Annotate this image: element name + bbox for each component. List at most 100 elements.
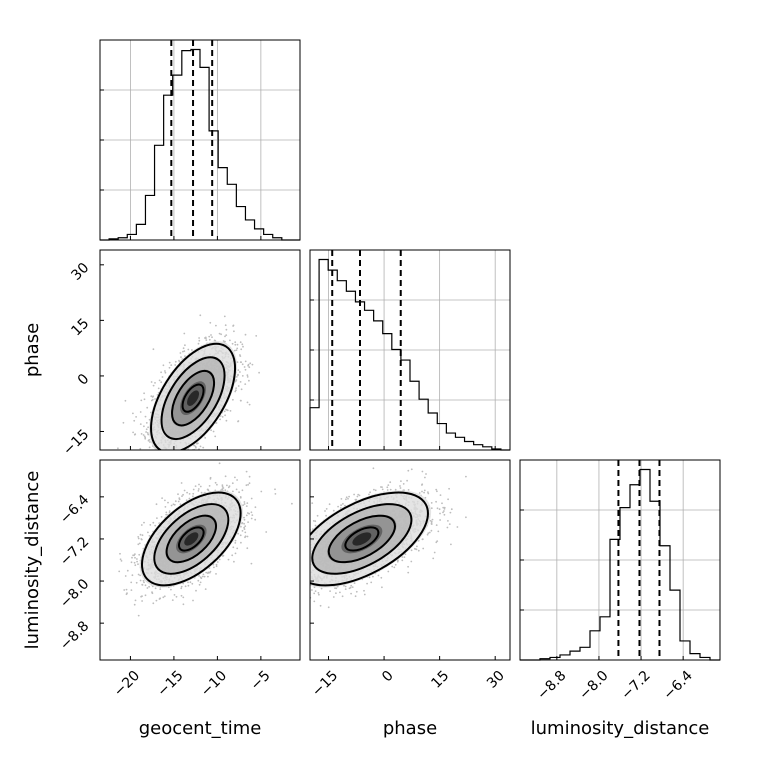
scatter-point [213,339,216,342]
scatter-point [246,535,249,538]
gridlines [100,40,300,240]
scatter-point [142,434,145,436]
scatter-point [235,379,238,381]
scatter-point [219,418,222,421]
scatter-point [183,472,185,474]
scatter-point [198,583,201,586]
scatter-point [240,399,242,402]
scatter-point [244,536,246,539]
scatter-point [244,535,247,538]
scatter-point [152,602,155,605]
scatter-point [222,340,225,342]
scatter-point [240,348,243,351]
scatter-point [152,461,154,463]
scatter-point [192,495,194,498]
scatter-point [209,478,212,480]
scatter-point [239,534,242,537]
scatter-point [130,561,133,564]
scatter-point [225,408,228,411]
scatter-point [210,334,212,336]
scatter-point [165,463,167,465]
scatter-point [239,381,242,383]
scatter-point [247,521,250,523]
scatter-point [197,488,200,490]
scatter-point [221,416,224,418]
scatter-point [133,561,136,564]
joint-panel-geocent_time-luminosity_distance [99,459,301,661]
scatter-point [160,457,162,459]
scatter-point [215,324,217,327]
scatter-point [208,485,211,487]
scatter-point [208,335,211,338]
scatter-point [139,455,141,457]
contour-line [171,369,216,427]
scatter-point [242,345,244,348]
scatter-point [245,514,248,517]
scatter-point [166,461,168,463]
scatter-point [188,462,190,464]
scatter-point [216,561,219,563]
gridlines [310,250,510,450]
scatter-point [180,465,182,467]
scatter-point [144,452,146,454]
scatter-point [207,572,209,575]
scatter-point [201,575,204,578]
scatter-point [143,581,145,584]
scatter-point [208,571,211,574]
scatter-point [218,462,221,465]
scatter-point [231,482,234,485]
scatter-point [237,374,239,377]
scatter-point [131,574,134,577]
scatter-point [126,592,128,595]
scatter-point [184,585,187,588]
scatter-point [191,349,193,351]
scatter-point [232,324,235,327]
scatter-point [155,462,157,464]
scatter-point [154,398,157,400]
scatter-point [209,570,212,573]
scatter-point [244,383,247,385]
scatter-point [168,366,171,369]
scatter-point [130,589,133,591]
scatter-point [218,332,221,335]
panel-contents [118,462,293,617]
scatter-point [233,349,236,352]
scatter-point [150,381,153,383]
scatter-point [234,476,236,479]
scatter-point [180,585,183,588]
scatter-point [137,573,140,576]
scatter-point [246,401,249,404]
scatter-point [149,465,151,467]
scatter-point [137,536,140,538]
histogram-geocent_time [100,48,300,241]
scatter-point [234,539,237,542]
scatter-point [173,594,176,596]
scatter-point [205,337,207,340]
scatter-point [245,484,248,487]
scatter-point [157,387,160,390]
scatter-point [200,491,203,494]
scatter-point [167,479,169,481]
scatter-point [165,513,168,516]
scatter-point [260,490,263,493]
scatter-point [161,376,164,378]
scatter-point [239,355,242,357]
scatter-point [218,558,221,561]
scatter-point [221,484,224,487]
scatter-point [170,364,173,366]
scatter-point [244,368,247,371]
scatter-point [205,454,207,456]
scatter-point [238,491,241,494]
scatter-point [177,493,179,496]
scatter-point [235,376,238,378]
scatter-point [188,497,191,500]
scatter-point [146,406,149,409]
scatter-point [227,486,230,489]
scatter-point [178,359,180,362]
scatter-point [177,500,180,503]
scatter-point [243,528,246,530]
scatter-point [198,337,201,339]
scatter-point [237,369,240,371]
scatter-point [161,461,163,463]
scatter-point [160,371,163,374]
